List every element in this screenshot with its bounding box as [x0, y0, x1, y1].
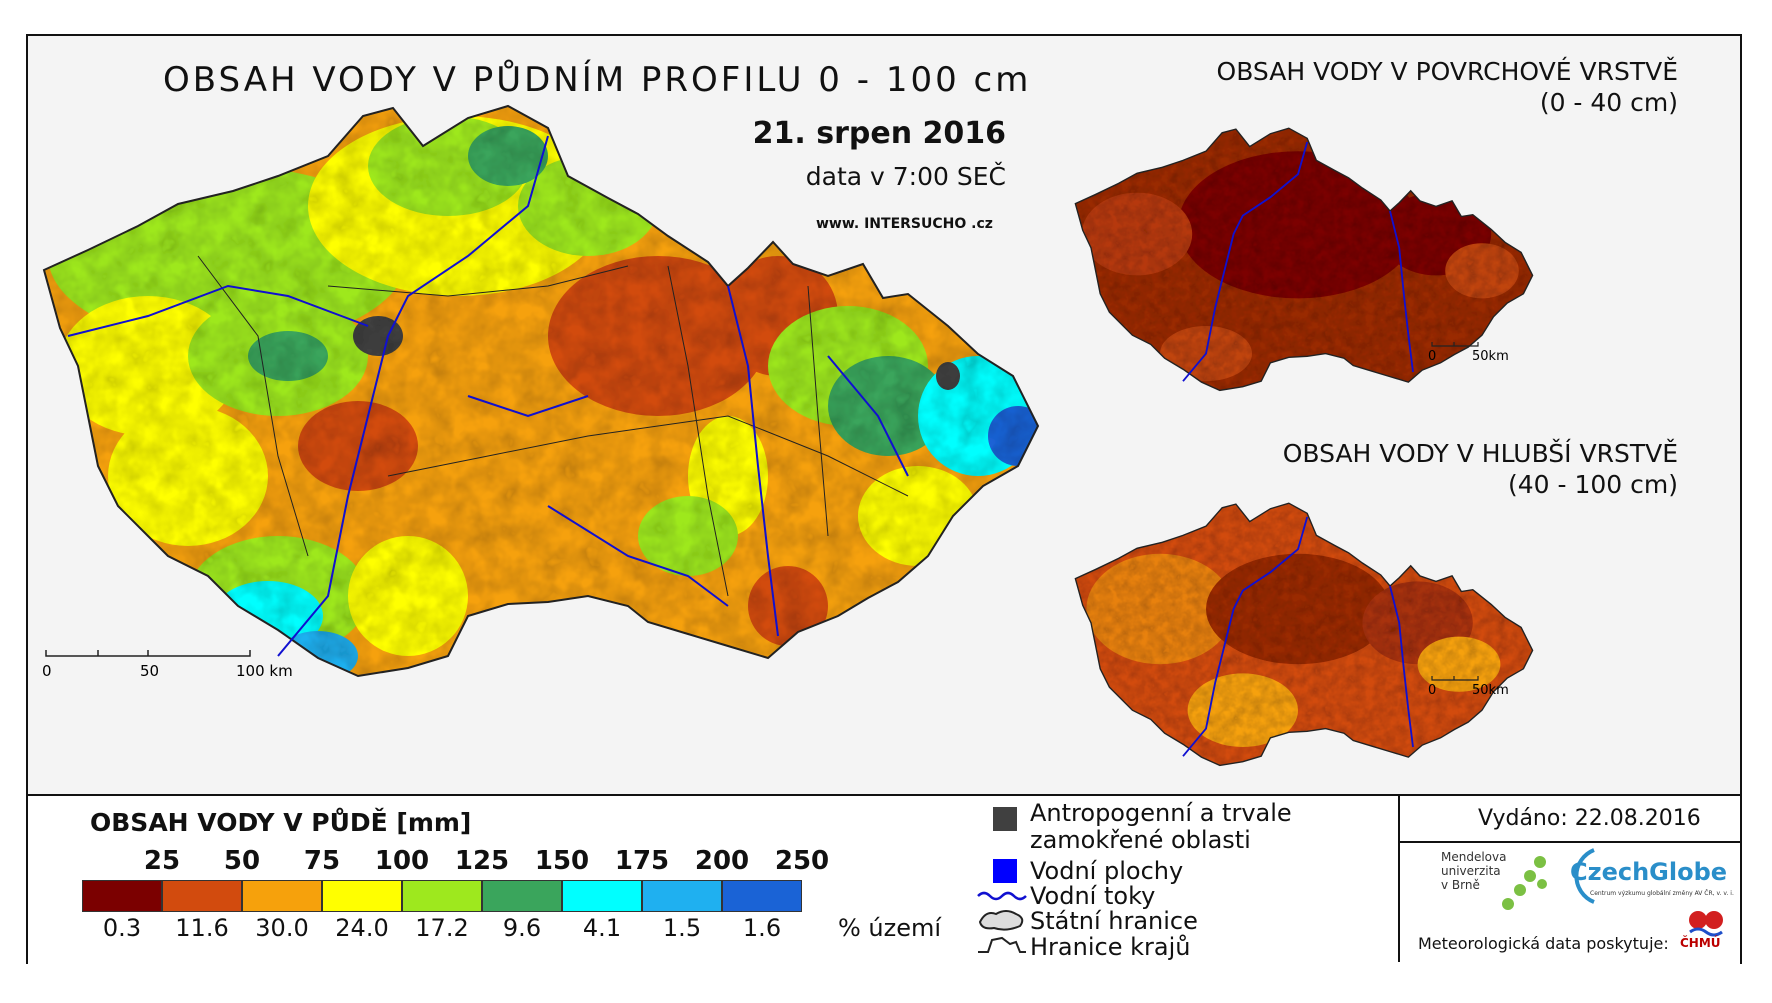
legend-threshold: 50: [223, 846, 261, 876]
czechglobe-subtitle: Centrum výzkumu globální změny AV ČR, v.…: [1590, 890, 1734, 897]
mendel-university-logo: Mendelova univerzita v Brně: [1441, 850, 1506, 892]
deep-layer-map: [1074, 502, 1534, 767]
surface-title-line1: OBSAH VODY V POVRCHOVÉ VRSTVĚ: [1216, 57, 1678, 86]
main-soil-moisture-map: 0 50 100 km 0 50km 0 50km: [42, 105, 1534, 767]
legend-swatch: [642, 880, 722, 912]
mendel-dots-icon: [1502, 856, 1547, 910]
legend-percentage: 0.3: [102, 914, 142, 942]
legend-percentage: 17.2: [415, 914, 469, 942]
legend-swatch: [402, 880, 482, 912]
scale-label-50: 50: [140, 662, 159, 680]
meteo-data-credit: Meteorologická data poskytuje:: [1418, 934, 1669, 953]
legend-swatch: [322, 880, 402, 912]
water-bodies-label: Vodní plochy: [1030, 857, 1184, 885]
legend-swatch: [722, 880, 802, 912]
state-border-label: Státní hranice: [1030, 907, 1198, 935]
legend-swatch: [82, 880, 162, 912]
mendel-line1: Mendelova: [1441, 850, 1507, 864]
scale-label-0: 0: [42, 662, 52, 680]
legend-swatch: [242, 880, 322, 912]
mendel-line3: v Brně: [1441, 878, 1480, 892]
czechglobe-logo: CzechGlobe: [1570, 858, 1728, 886]
legend-swatch: [482, 880, 562, 912]
surface-title-line2: (0 - 40 cm): [1539, 88, 1678, 117]
legend-title: OBSAH VODY V PŮDĚ [mm]: [90, 808, 472, 837]
map-date: 21. srpen 2016: [752, 116, 1006, 151]
deep-scale-50: 50km: [1472, 683, 1509, 698]
legend-threshold: 100: [374, 846, 430, 876]
surface-scale-0: 0: [1428, 349, 1436, 364]
legend-threshold: 175: [614, 846, 670, 876]
deep-scale-bar: 0 50km: [1428, 676, 1509, 698]
surface-layer-map: [1074, 127, 1534, 392]
issued-date: Vydáno: 22.08.2016: [1478, 806, 1701, 831]
map-time: data v 7:00 SEČ: [805, 162, 1006, 191]
legend-threshold: 150: [534, 846, 590, 876]
legend-threshold: 250: [774, 846, 830, 876]
map-area: 0 50 100 km 0 50km 0 50km OBSAH VODY V P…: [28, 36, 1740, 794]
legend-percentage: 1.5: [662, 914, 702, 942]
surface-map-title: OBSAH VODY V POVRCHOVÉ VRSTVĚ (0 - 40 cm…: [1217, 56, 1678, 118]
river-icon: [977, 891, 1027, 901]
region-border-icon: [978, 936, 1026, 953]
main-scale-bar: 0 50 100 km: [42, 650, 293, 680]
region-border-label: Hranice krajů: [1030, 933, 1191, 961]
legend-bar: OBSAH VODY V PŮDĚ [mm] 0.3 25 11.6 50 30.0 75…: [28, 794, 1740, 964]
anthropogenic-line1: Antropogenní a trvale: [1030, 799, 1292, 827]
main-map-rivers: [67, 135, 909, 657]
scale-label-100: 100 km: [236, 662, 293, 680]
rivers-label: Vodní toky: [1030, 882, 1156, 910]
legend-threshold: 75: [303, 846, 341, 876]
legend-percentage: 11.6: [175, 914, 229, 942]
legend-threshold: 125: [454, 846, 510, 876]
anthropogenic-area-icon: [993, 807, 1017, 831]
deep-title-line1: OBSAH VODY V HLUBŠÍ VRSTVĚ: [1282, 439, 1678, 468]
mendel-line2: univerzita: [1441, 864, 1501, 878]
surface-scale-bar: 0 50km: [1428, 342, 1509, 364]
legend-percentage: 1.6: [742, 914, 782, 942]
legend-swatch: [562, 880, 642, 912]
deep-scale-0: 0: [1428, 683, 1436, 698]
legend-threshold: 25: [143, 846, 181, 876]
legend-swatch: [162, 880, 242, 912]
deep-title-line2: (40 - 100 cm): [1508, 470, 1678, 499]
anthropogenic-label: Antropogenní a trvale zamokřené oblasti: [1030, 800, 1292, 854]
main-map-borders: [43, 105, 1039, 677]
percent-unit-label: % území: [838, 914, 942, 942]
czechglobe-arc-icon: [1574, 848, 1595, 904]
legend-percentage: 24.0: [335, 914, 389, 942]
water-body-icon: [993, 859, 1017, 883]
legend-percentage: 4.1: [582, 914, 622, 942]
main-title: OBSAH VODY V PŮDNÍM PROFILU 0 - 100 cm: [163, 60, 1032, 100]
issued-underline: [1400, 841, 1740, 843]
deep-map-title: OBSAH VODY V HLUBŠÍ VRSTVĚ (40 - 100 cm): [1283, 438, 1678, 500]
legend-percentage: 30.0: [255, 914, 309, 942]
website-link[interactable]: www. INTERSUCHO .cz: [816, 216, 993, 232]
legend-divider: [1398, 796, 1400, 962]
surface-scale-50: 50km: [1472, 349, 1509, 364]
chmu-label: ČHMÚ: [1680, 936, 1721, 950]
legend-percentage: 9.6: [502, 914, 542, 942]
state-border-icon: [978, 910, 1024, 931]
anthropogenic-line2: zamokřené oblasti: [1030, 826, 1251, 854]
map-frame: 0 50 100 km 0 50km 0 50km OBSAH VODY V P…: [26, 34, 1742, 964]
legend-threshold: 200: [694, 846, 750, 876]
chmu-logo-icon: [1689, 911, 1723, 937]
